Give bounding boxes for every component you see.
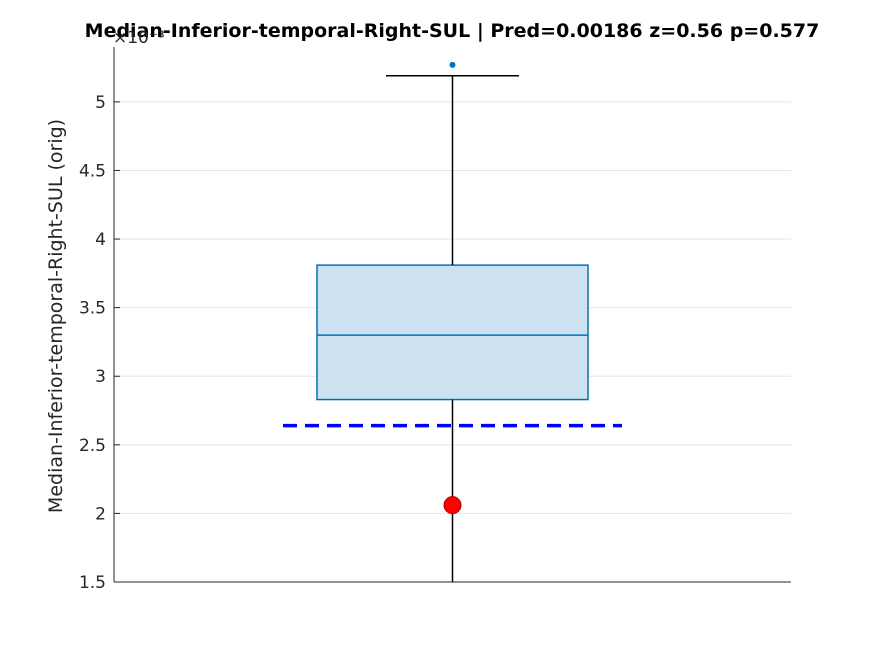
- y-axis-exponent-label: ×10⁻³: [113, 28, 165, 48]
- predicted-point: [443, 496, 462, 515]
- iqr-box: [316, 264, 589, 401]
- y-tick-label: 2: [95, 504, 106, 524]
- axes: 1.5 2 2.5 3 3.5 4 4.5 5: [79, 47, 791, 593]
- y-tick-label: 4: [95, 230, 106, 250]
- y-tick-label: 1.5: [79, 573, 106, 593]
- y-axis-label: Median-Inferior-temporal-Right-SUL (orig…: [45, 119, 67, 513]
- y-tick-label: 3: [95, 367, 106, 387]
- y-tick-label: 4.5: [79, 161, 106, 181]
- chart-title: Median-Inferior-temporal-Right-SUL | Pre…: [85, 20, 820, 42]
- y-tick-label: 2.5: [79, 436, 106, 456]
- outlier-point: [449, 61, 456, 68]
- y-tick-label: 3.5: [79, 299, 106, 319]
- box-marks: [283, 61, 622, 582]
- y-tick-label: 5: [95, 93, 106, 113]
